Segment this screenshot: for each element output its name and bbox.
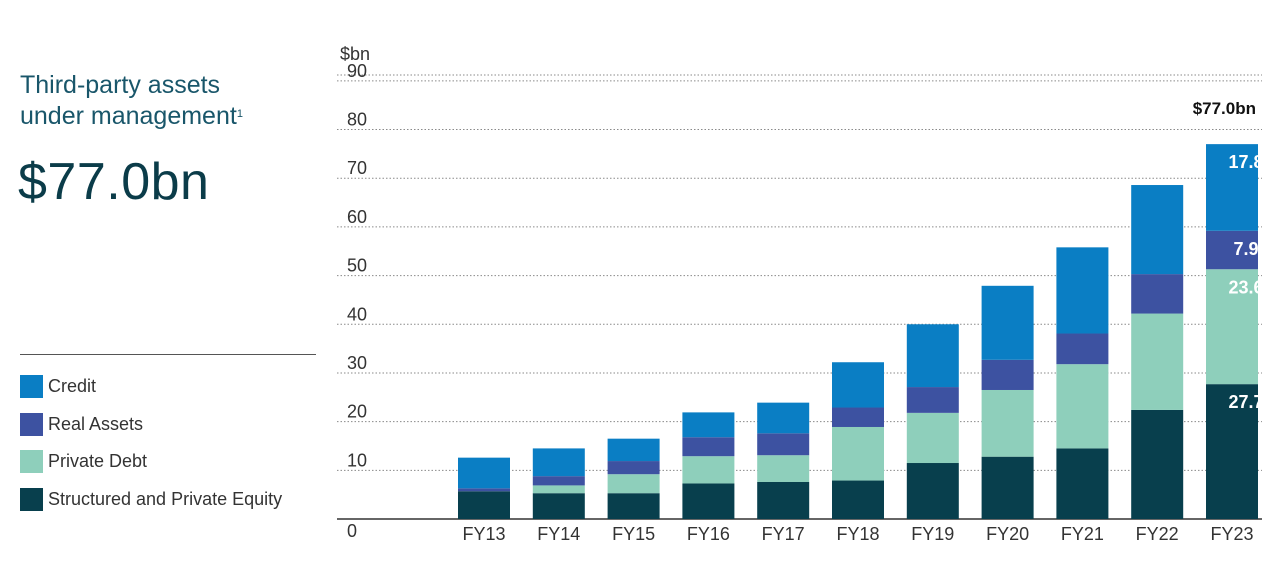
x-tick-label-fy19: FY19 [911, 524, 954, 544]
x-tick-label-fy23: FY23 [1210, 524, 1253, 544]
segment-label-fy23-private-debt: 23.6 [1228, 277, 1263, 297]
bar-fy18-structured-and-private-equity [832, 480, 884, 519]
bar-fy17-credit [757, 402, 810, 434]
bar-fy13-real-assets [458, 488, 510, 492]
bar-fy20-real-assets [981, 359, 1034, 390]
bar-fy15-private-debt [607, 474, 660, 494]
x-tick-label-fy18: FY18 [836, 524, 879, 544]
legend-swatch-structured-private-equity [20, 487, 43, 511]
bar-fy13-structured-and-private-equity [458, 491, 510, 519]
total-label-fy23: $77.0bn [1193, 99, 1256, 118]
legend-swatch-real-assets [20, 412, 43, 436]
bar-fy21-real-assets [1056, 333, 1109, 365]
bar-fy20-credit [981, 285, 1034, 360]
bar-fy17-private-debt [757, 455, 810, 482]
y-tick-label-70: 70 [347, 158, 367, 178]
legend-divider [20, 354, 316, 355]
x-tick-label-fy22: FY22 [1136, 524, 1179, 544]
bar-fy22-structured-and-private-equity [1131, 409, 1184, 519]
title-footnote-marker: 1 [236, 108, 243, 120]
y-tick-label-80: 80 [347, 110, 367, 130]
bar-fy15-structured-and-private-equity [607, 493, 660, 519]
y-tick-label-60: 60 [347, 207, 367, 227]
y-tick-label-90: 90 [347, 61, 367, 81]
bar-fy15-real-assets [607, 461, 660, 475]
bar-fy21-credit [1056, 247, 1109, 334]
bar-fy14-credit [532, 448, 585, 477]
y-tick-label-20: 20 [347, 402, 367, 422]
x-tick-label-fy17: FY17 [762, 524, 805, 544]
legend-swatch-credit [20, 375, 43, 399]
x-tick-label-fy20: FY20 [986, 524, 1029, 544]
bar-fy18-private-debt [832, 426, 884, 481]
bar-fy16-credit [682, 412, 735, 438]
chart-title: Third-party assets under management1 [20, 70, 320, 132]
legend-label-real-assets: Real Assets [48, 413, 144, 434]
bar-fy18-real-assets [832, 407, 884, 427]
bar-fy16-structured-and-private-equity [682, 483, 735, 519]
segment-label-fy23-structured-and-private-equity: 27.7 [1228, 392, 1263, 412]
bar-fy17-structured-and-private-equity [757, 482, 810, 519]
legend: Credit Real Assets Private Debt Structur… [20, 368, 282, 518]
bar-fy21-structured-and-private-equity [1056, 448, 1109, 519]
legend-label-private-debt: Private Debt [48, 451, 148, 472]
segment-label-fy23-credit: 17.8 [1228, 152, 1263, 172]
y-tick-label-0: 0 [347, 521, 357, 541]
bar-fy14-real-assets [532, 476, 585, 486]
bar-fy23-private-debt [1206, 269, 1258, 385]
bar-fy17-real-assets [757, 433, 810, 456]
headline-aum-value: $77.0bn [18, 153, 210, 211]
bar-fy18-credit [832, 362, 884, 408]
x-tick-label-fy13: FY13 [462, 524, 505, 544]
bar-fy16-private-debt [682, 456, 735, 484]
x-tick-label-fy21: FY21 [1061, 524, 1104, 544]
bar-fy23-structured-and-private-equity [1206, 384, 1258, 519]
y-tick-label-50: 50 [347, 256, 367, 276]
bar-fy19-real-assets [906, 387, 959, 413]
legend-item-credit: Credit [20, 368, 282, 406]
legend-item-private-debt: Private Debt [20, 443, 282, 481]
bar-fy16-real-assets [682, 437, 735, 457]
bar-fy15-credit [607, 438, 660, 462]
title-line-2: under management [20, 102, 237, 130]
bar-fy19-structured-and-private-equity [906, 463, 959, 519]
bar-fy14-private-debt [532, 485, 585, 494]
segment-label-fy23-real-assets: 7.9 [1233, 239, 1258, 259]
title-line-1: Third-party assets [20, 71, 221, 99]
bar-fy21-private-debt [1056, 364, 1109, 449]
bar-fy14-structured-and-private-equity [532, 493, 585, 519]
legend-item-structured-private-equity: Structured and Private Equity [20, 481, 282, 519]
y-tick-label-10: 10 [347, 450, 367, 470]
bar-fy19-credit [906, 324, 959, 388]
x-tick-label-fy15: FY15 [612, 524, 655, 544]
bar-fy22-private-debt [1131, 313, 1184, 410]
legend-item-real-assets: Real Assets [20, 406, 282, 444]
bar-fy20-private-debt [981, 389, 1034, 457]
x-tick-label-fy16: FY16 [687, 524, 730, 544]
bar-fy22-real-assets [1131, 274, 1184, 314]
bar-fy13-credit [458, 457, 510, 489]
y-tick-label-40: 40 [347, 304, 367, 324]
legend-label-credit: Credit [48, 376, 97, 397]
bar-fy19-private-debt [906, 412, 959, 464]
bar-fy22-credit [1131, 185, 1184, 275]
bar-fy23-real-assets [1206, 230, 1258, 270]
bar-fy20-structured-and-private-equity [981, 456, 1034, 519]
legend-swatch-private-debt [20, 450, 43, 474]
y-axis-unit-label: $bn [340, 44, 370, 64]
legend-label-structured-private-equity: Structured and Private Equity [48, 488, 283, 509]
y-tick-label-30: 30 [347, 353, 367, 373]
x-tick-label-fy14: FY14 [537, 524, 580, 544]
bar-fy23-credit [1206, 144, 1258, 231]
